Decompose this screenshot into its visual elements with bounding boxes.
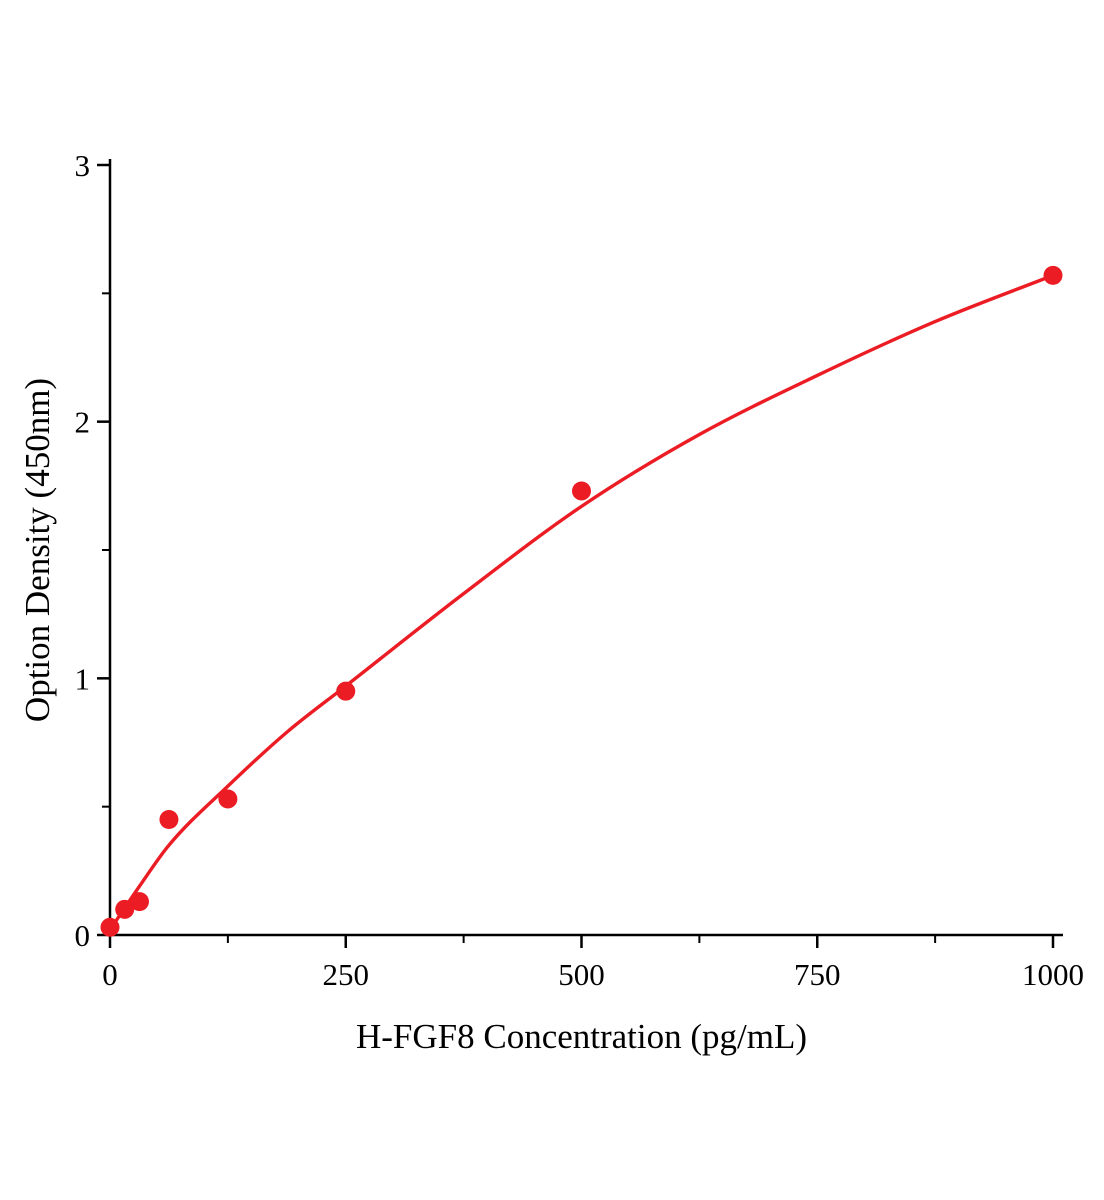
x-axis-tick-label: 500 (558, 957, 605, 992)
x-axis-tick-label: 750 (794, 957, 841, 992)
data-point (159, 810, 179, 829)
data-point (115, 899, 135, 919)
x-axis-tick-label: 0 (102, 957, 118, 992)
fit-curve-path (108, 273, 1055, 932)
y-axis-title: Option Density (450nm) (18, 377, 57, 723)
data-point (218, 789, 238, 809)
data-point (129, 892, 149, 912)
x-axis-tick-label: 250 (323, 957, 370, 992)
y-axis-tick-label: 2 (75, 405, 91, 440)
x-axis-title: H-FGF8 Concentration (pg/mL) (355, 1017, 808, 1056)
data-point (336, 681, 356, 701)
y-axis-tick-label: 0 (75, 918, 91, 953)
data-point (100, 917, 120, 937)
data-point (1043, 265, 1063, 285)
y-axis-tick-label: 1 (75, 661, 91, 696)
data-point (572, 481, 591, 501)
y-axis-tick-label: 3 (75, 148, 91, 183)
x-axis-tick-label: 1000 (1022, 957, 1084, 992)
